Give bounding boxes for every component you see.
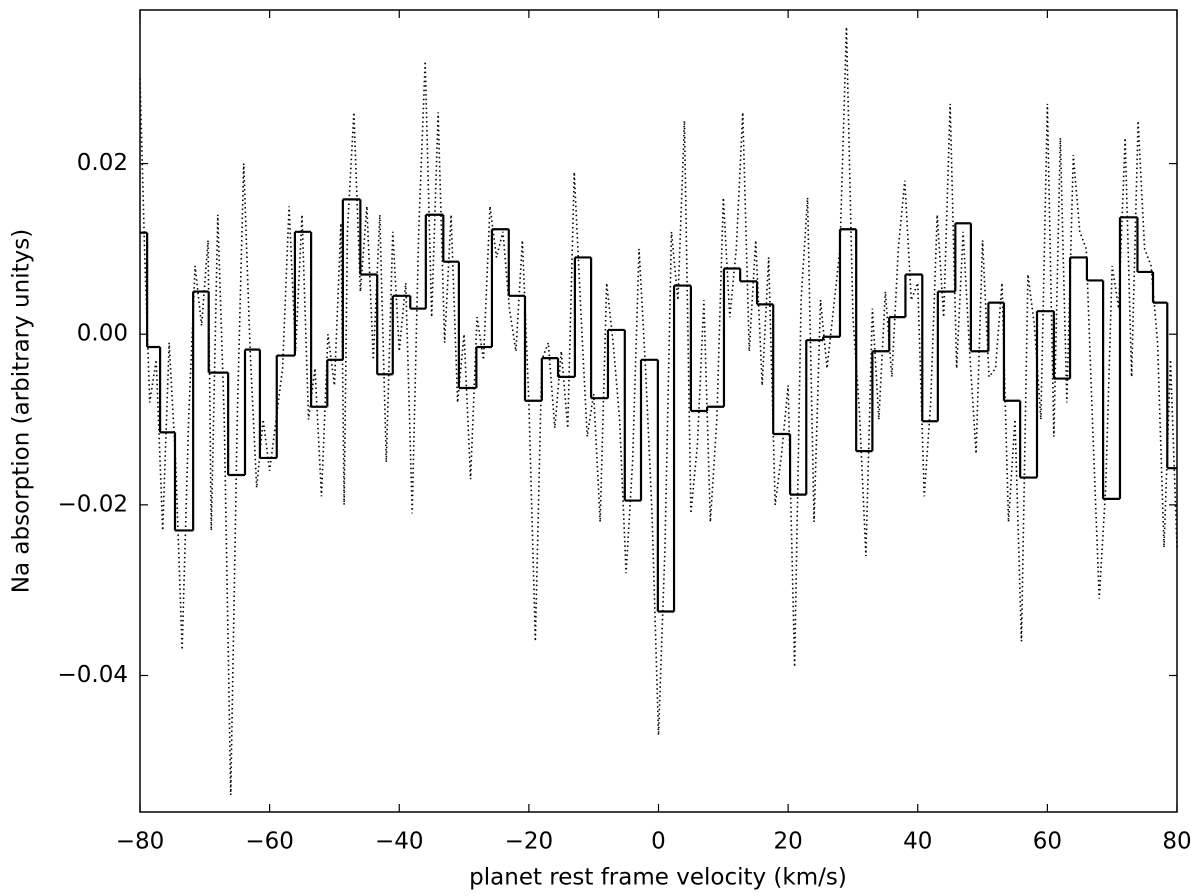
x-tick-label: −40 bbox=[375, 829, 424, 855]
x-tick-label: 0 bbox=[651, 829, 666, 855]
x-tick-label: 60 bbox=[1033, 829, 1062, 855]
x-tick-label: 20 bbox=[773, 829, 802, 855]
y-tick-label: −0.04 bbox=[58, 662, 128, 688]
dotted-line bbox=[139, 27, 1178, 795]
x-tick-label: −80 bbox=[116, 829, 165, 855]
y-tick-label: −0.02 bbox=[58, 491, 128, 517]
y-tick-label: 0.00 bbox=[77, 321, 128, 347]
x-tick-label: 80 bbox=[1162, 829, 1191, 855]
x-tick-label: −20 bbox=[505, 829, 554, 855]
x-axis-label: planet rest frame velocity (km/s) bbox=[469, 865, 847, 891]
y-tick-label: 0.02 bbox=[77, 150, 128, 176]
x-tick-label: −60 bbox=[245, 829, 294, 855]
x-tick-label: 40 bbox=[903, 829, 932, 855]
y-axis-label: Na absorption (arbitrary unitys) bbox=[9, 229, 35, 593]
